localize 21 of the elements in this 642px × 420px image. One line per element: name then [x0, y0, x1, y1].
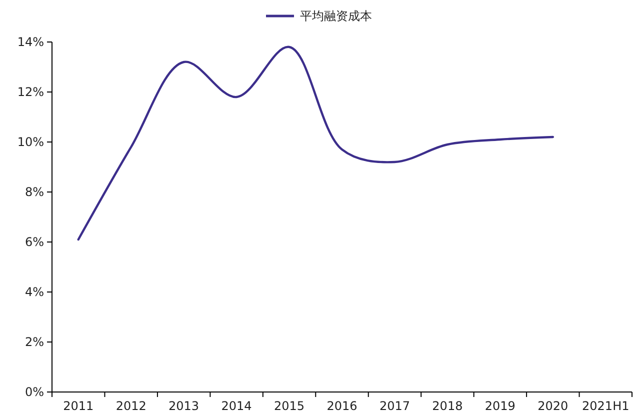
x-tick-label: 2019 [484, 399, 516, 413]
legend-label: 平均融资成本 [300, 9, 372, 24]
x-tick-label: 2014 [221, 399, 252, 413]
y-tick-label: 6% [24, 235, 44, 250]
x-tick-label: 2021H1 [582, 399, 630, 413]
y-tick-label: 0% [24, 385, 44, 400]
y-tick-label: 14% [17, 35, 44, 50]
x-tick-label: 2013 [168, 399, 200, 413]
y-tick-label: 10% [17, 135, 44, 150]
y-tick-label: 4% [24, 285, 44, 300]
x-tick-label: 2018 [432, 399, 463, 413]
x-tick-label: 2015 [274, 399, 305, 413]
line-series [77, 46, 554, 241]
x-tick-label: 2017 [379, 399, 410, 413]
x-tick-label: 2020 [538, 399, 568, 413]
y-tick-label: 2% [24, 335, 44, 350]
y-tick-label: 8% [24, 185, 44, 200]
y-tick-label: 12% [17, 85, 44, 100]
x-tick-label: 2012 [116, 399, 146, 413]
x-tick-label: 2016 [326, 399, 358, 413]
x-tick-label: 2011 [63, 399, 94, 413]
